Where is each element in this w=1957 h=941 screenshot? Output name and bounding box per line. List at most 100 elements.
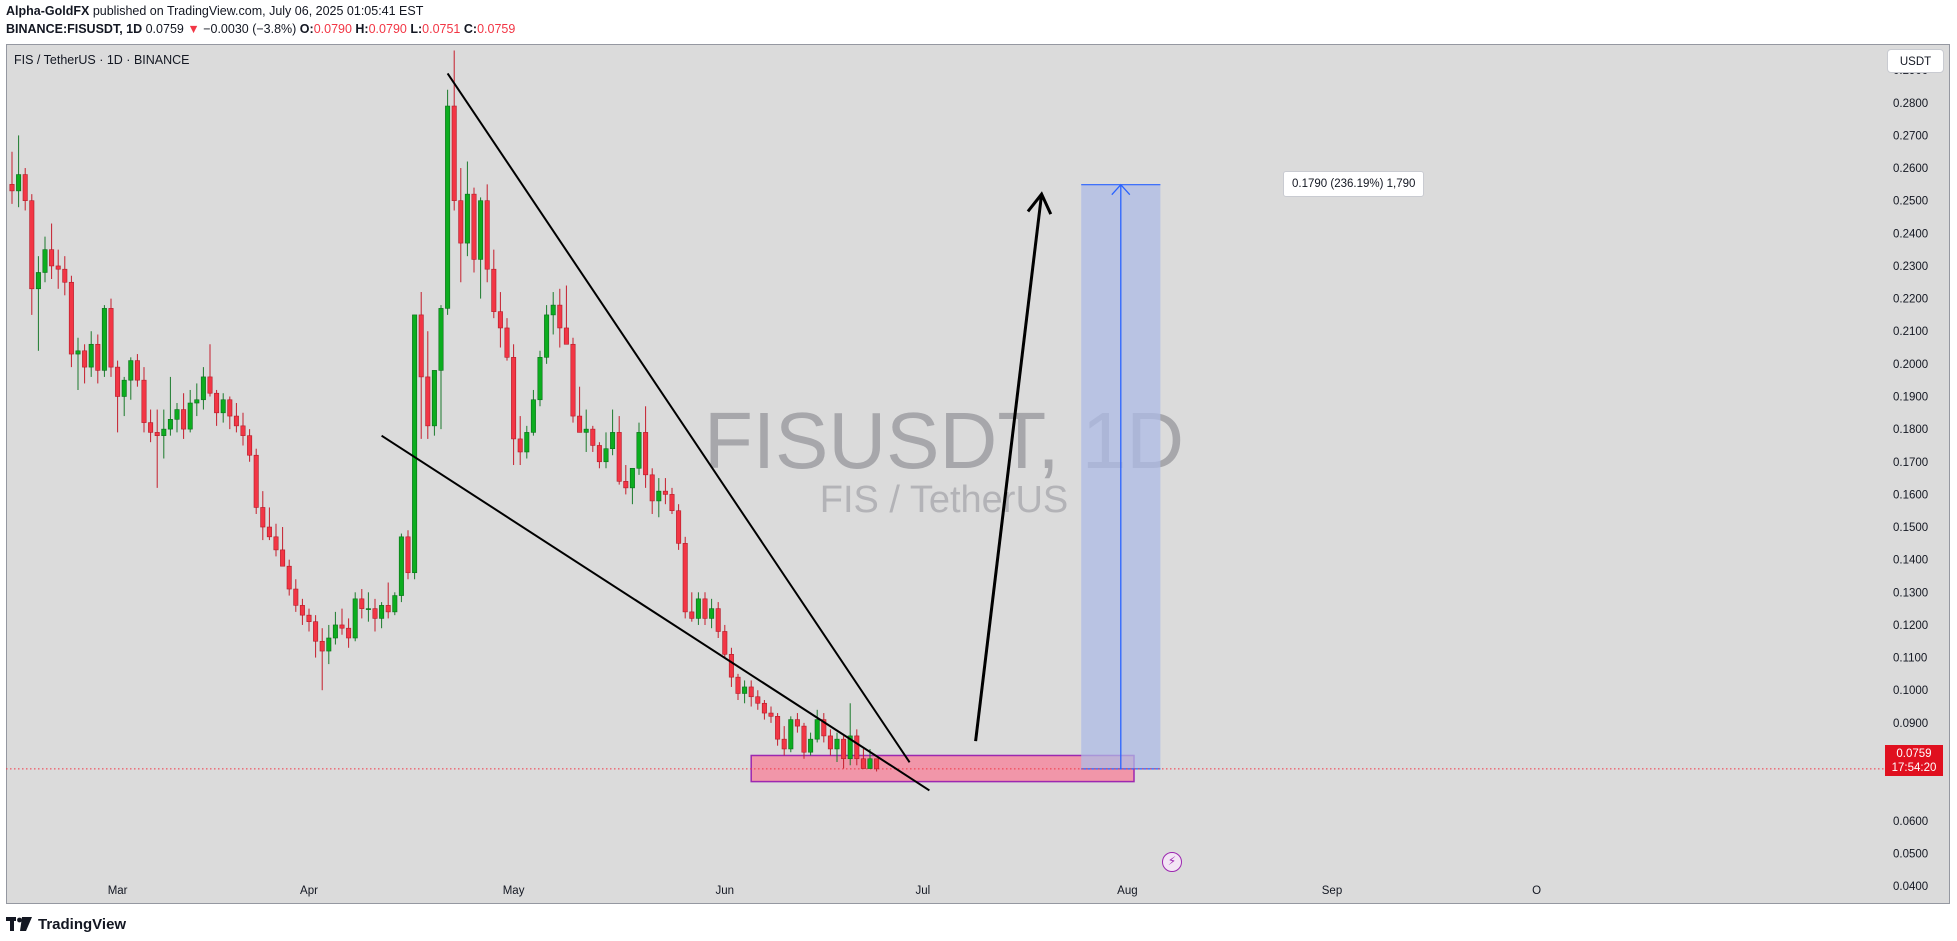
symbol-label: BINANCE:FISUSDT, 1D: [6, 22, 143, 36]
y-tick-label: 0.2000: [1893, 359, 1928, 371]
candle: [346, 618, 352, 648]
candle-body: [35, 272, 41, 290]
candle: [9, 151, 15, 204]
candle: [141, 367, 147, 433]
candle: [22, 168, 28, 211]
candle: [464, 161, 470, 257]
candle: [385, 582, 391, 619]
candle: [821, 713, 827, 743]
candle-body: [319, 640, 325, 652]
bolt-icon[interactable]: ⚡: [1162, 852, 1182, 872]
candle: [181, 393, 187, 439]
candle-body: [372, 608, 378, 619]
candle: [781, 726, 787, 756]
candle-body: [247, 435, 253, 456]
candle: [728, 647, 734, 687]
currency-button[interactable]: USDT: [1887, 49, 1944, 73]
candle: [379, 602, 385, 629]
low-value: 0.0751: [422, 22, 461, 36]
candle-body: [761, 702, 767, 714]
candle-body: [722, 631, 728, 655]
y-tick-label: 0.0500: [1893, 848, 1928, 860]
wedge-upper-line: [446, 72, 911, 763]
candle-body: [286, 565, 292, 590]
candle: [134, 354, 140, 387]
candle-body: [788, 719, 794, 750]
candle-body: [471, 193, 477, 260]
candle: [68, 275, 74, 368]
candle-body: [676, 510, 682, 544]
candle: [42, 236, 48, 283]
candle-body: [260, 507, 266, 528]
candle: [339, 608, 345, 635]
candle-body: [194, 399, 200, 404]
candle: [682, 536, 688, 619]
candle-body: [174, 409, 180, 420]
candle-body: [827, 735, 833, 750]
candle: [616, 416, 622, 485]
candle-body: [313, 621, 319, 642]
candle: [814, 709, 820, 743]
candle: [266, 507, 272, 541]
candle-body: [240, 425, 246, 436]
candle: [742, 680, 748, 704]
candle: [788, 716, 794, 753]
candle: [167, 376, 173, 436]
candle: [874, 758, 880, 772]
candle: [491, 249, 497, 319]
candle-body: [742, 686, 748, 694]
candle: [35, 256, 41, 351]
candle: [537, 350, 543, 407]
candle-body: [207, 376, 213, 394]
candle: [128, 357, 134, 400]
candle-body: [623, 481, 629, 489]
candle: [860, 748, 866, 769]
candle-body: [412, 314, 418, 574]
candle: [121, 376, 127, 417]
candle-body: [266, 526, 272, 538]
candle: [643, 406, 649, 488]
candle: [755, 690, 761, 710]
candle: [517, 416, 523, 466]
candle-body: [570, 343, 576, 417]
candle-body: [392, 595, 398, 613]
candle-body: [497, 311, 503, 329]
candle-body: [398, 536, 404, 596]
y-tick-label: 0.1300: [1893, 587, 1928, 599]
candle-body: [860, 758, 866, 769]
candle-body: [55, 265, 61, 270]
candle-body: [781, 738, 787, 750]
y-tick-label: 0.2800: [1893, 98, 1928, 110]
author-name[interactable]: Alpha-GoldFX: [6, 4, 90, 18]
watermark-name: FIS / TetherUS: [820, 479, 1069, 521]
y-tick-label: 0.2200: [1893, 294, 1928, 306]
low-label: L:: [410, 22, 423, 36]
candle-body: [557, 304, 563, 329]
chart-header: Alpha-GoldFX published on TradingView.co…: [6, 2, 1946, 40]
candle-body: [841, 738, 847, 760]
candle: [794, 713, 800, 733]
candle: [649, 468, 655, 514]
candle-body: [68, 281, 74, 355]
candle: [451, 50, 457, 211]
candle-body: [22, 174, 28, 201]
candle-body: [709, 608, 715, 619]
candle-body: [332, 624, 338, 639]
candle-body: [62, 268, 68, 283]
y-tick-label: 0.2700: [1893, 130, 1928, 142]
candle: [709, 598, 715, 629]
candle: [313, 615, 319, 658]
candle-body: [82, 350, 88, 368]
candle: [761, 700, 767, 720]
candle-body: [834, 738, 840, 750]
projection-arrowhead: [1026, 191, 1053, 215]
x-tick-label: O: [1532, 885, 1541, 897]
chart-symbol-title: FIS / TetherUS · 1D · BINANCE: [14, 53, 190, 67]
candle-body: [874, 758, 880, 770]
candle: [768, 706, 774, 723]
candle: [854, 729, 860, 766]
candle-body: [299, 605, 305, 616]
x-tick-label: Jun: [716, 885, 735, 897]
candle-body: [603, 448, 609, 463]
